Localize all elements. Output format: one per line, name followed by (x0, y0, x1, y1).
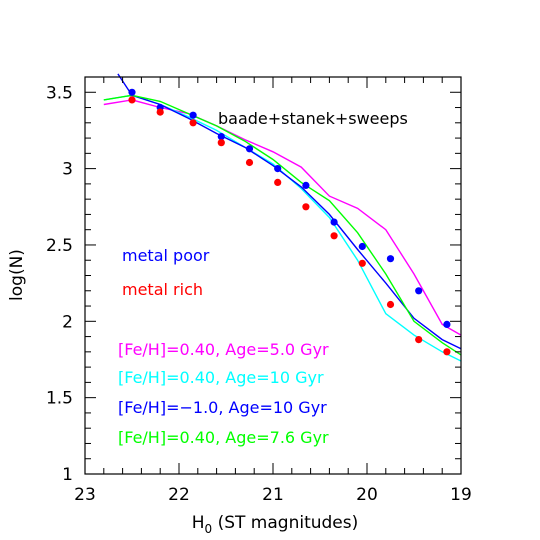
y-tick-label: 2 (62, 312, 73, 332)
y-tick-label: 3.5 (46, 83, 73, 103)
legend-green-label: [Fe/H]=0.40, Age=7.6 Gyr (118, 428, 329, 447)
metal-rich-point (274, 178, 282, 186)
x-tick-label: 21 (262, 485, 284, 505)
model-line-1 (103, 99, 462, 336)
metal-rich-point (128, 96, 136, 104)
x-tick-label: 23 (74, 485, 96, 505)
metal-poor-point (386, 255, 395, 263)
model-line-4 (103, 94, 462, 356)
x-tick-label: 20 (356, 485, 378, 505)
metal-rich-point (358, 259, 366, 267)
metal-poor-point (330, 218, 338, 226)
metal-poor-point (189, 111, 197, 119)
metal-rich-point (415, 336, 423, 344)
y-tick-label: 2.5 (46, 236, 73, 256)
x-tick-label: 22 (168, 485, 190, 505)
axis-ticks (84, 76, 462, 475)
metal-poor-point (358, 242, 366, 251)
legend-cyan-label: [Fe/H]=0.40, Age=10 Gyr (118, 368, 324, 387)
metal-rich-point (443, 348, 451, 356)
y-tick-label: 3 (62, 160, 73, 180)
dataset-label: baade+stanek+sweeps (218, 109, 408, 128)
x-axis-title-main: H (192, 513, 205, 533)
metal-poor-point (274, 165, 282, 173)
metal-poor-point (217, 133, 225, 141)
y-axis-title: log(N) (7, 249, 27, 301)
metal-rich-point (386, 300, 395, 309)
metal-rich-point (302, 203, 310, 211)
data-points (128, 88, 451, 356)
x-axis-title-sub: 0 (205, 522, 213, 536)
metal-poor-label: metal poor (122, 246, 210, 265)
y-tick-label: 1.5 (46, 389, 73, 409)
x-axis-title-rest: (ST magnitudes) (212, 513, 358, 533)
metal-poor-point (128, 88, 136, 96)
legend-blue-label: [Fe/H]=−1.0, Age=10 Gyr (118, 398, 327, 417)
metal-rich-point (330, 232, 338, 240)
x-axis-title: H0 (ST magnitudes) (192, 513, 359, 536)
model-lines (103, 73, 462, 362)
metal-rich-point (189, 119, 197, 127)
metal-poor-point (443, 320, 451, 328)
legend-magenta-label: [Fe/H]=0.40, Age=5.0 Gyr (118, 340, 329, 359)
metal-poor-point (415, 287, 423, 295)
metal-rich-point (156, 108, 164, 116)
metal-rich-label: metal rich (122, 280, 203, 299)
y-tick-label: 1 (62, 465, 73, 485)
metal-poor-point (245, 145, 254, 153)
metal-rich-point (217, 139, 225, 147)
x-tick-label: 19 (450, 485, 472, 505)
tick-labels: 23 22 21 20 19 1 1.5 2 2.5 3 3.5 (46, 83, 472, 505)
metal-rich-point (245, 158, 254, 167)
metal-poor-point (302, 181, 310, 189)
